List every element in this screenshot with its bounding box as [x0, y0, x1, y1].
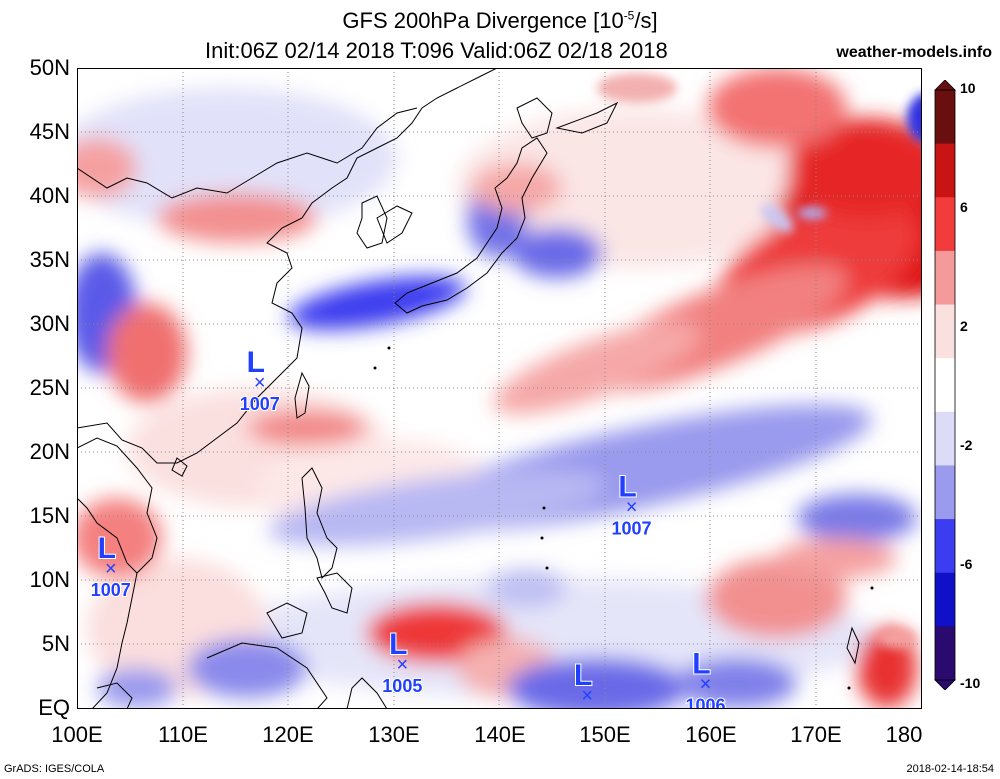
lat-label: 30N	[29, 311, 70, 336]
lat-label: EQ	[38, 695, 70, 720]
lon-label: 180	[885, 722, 923, 747]
colorbar-segment	[935, 411, 955, 466]
colorbar-label: 2	[960, 318, 968, 334]
site-label: weather-models.info	[836, 44, 992, 61]
low-pressure-value: 1007	[567, 707, 607, 709]
colorbar-segment	[935, 304, 955, 359]
low-center-x-icon: ×	[581, 685, 593, 707]
map-frame	[77, 68, 922, 709]
colorbar-segment	[935, 143, 955, 198]
lon-label: 130E	[368, 722, 420, 747]
footer-timestamp: 2018-02-14-18:54	[906, 763, 994, 775]
low-letter: L	[389, 628, 407, 661]
colorbar-label: 6	[960, 199, 968, 215]
divergence-field	[77, 68, 922, 709]
lon-label: 150E	[579, 722, 631, 747]
colorbar-segment	[935, 465, 955, 520]
low-center-x-icon: ×	[396, 654, 408, 676]
low-pressure-center: L×1005	[381, 627, 423, 697]
lon-label: 140E	[474, 722, 526, 747]
low-pressure-value: 1006	[685, 695, 725, 709]
colorbar-segment	[935, 358, 955, 413]
low-pressure-center: L×1007	[239, 345, 281, 415]
low-center-x-icon: ×	[254, 372, 266, 394]
low-letter: L	[247, 346, 265, 379]
lat-label: 20N	[29, 439, 70, 464]
coastlines	[77, 68, 860, 709]
lon-label: 120E	[262, 722, 314, 747]
low-letter: L	[692, 647, 710, 680]
lat-label: 5N	[41, 631, 70, 656]
lat-label: 40N	[29, 183, 70, 208]
low-pressure-value: 1005	[382, 676, 422, 696]
low-pressure-center: L×1007	[566, 658, 608, 709]
low-pressure-value: 1007	[91, 580, 131, 600]
low-letter: L	[618, 470, 636, 503]
lat-label: 35N	[29, 247, 70, 272]
lon-label: 170E	[790, 722, 842, 747]
colorbar-bottom-arrow	[934, 679, 956, 690]
colorbar-segment	[935, 250, 955, 306]
low-center-x-icon: ×	[700, 673, 712, 695]
colorbar-segment	[935, 572, 955, 627]
colorbar-label: -6	[960, 556, 973, 572]
low-pressure-center: L×1007	[90, 531, 132, 601]
colorbar-segment	[935, 626, 955, 681]
title-prefix: GFS 200hPa Divergence [10	[342, 8, 624, 33]
low-pressure-value: 1007	[612, 518, 652, 538]
colorbar-segment	[935, 90, 955, 145]
colorbar-label: 10	[960, 80, 976, 96]
divergence-detail	[597, 73, 922, 648]
lon-label: 110E	[158, 722, 208, 747]
footer-credit: GrADS: IGES/COLA	[4, 763, 105, 775]
lon-label: 160E	[685, 722, 737, 747]
run-info: Init:06Z 02/14 2018 T:096 Valid:06Z 02/1…	[205, 38, 668, 63]
colorbar-label: -2	[960, 437, 973, 453]
lat-label: 50N	[29, 55, 70, 80]
low-letter: L	[574, 659, 592, 692]
lat-label: 10N	[29, 567, 70, 592]
colorbar	[934, 80, 956, 690]
lat-label: 25N	[29, 375, 70, 400]
lon-label: 100E	[51, 722, 103, 747]
colorbar-top-arrow	[934, 80, 956, 91]
lat-label: 15N	[29, 503, 70, 528]
colorbar-segment	[935, 519, 955, 574]
colorbar-segment	[935, 197, 955, 252]
map-grid	[77, 68, 922, 709]
low-center-x-icon: ×	[105, 558, 117, 580]
low-pressure-center: L×1006	[684, 646, 726, 709]
low-center-x-icon: ×	[626, 496, 638, 518]
title-suffix: /s]	[634, 8, 658, 33]
title-exponent: -5	[623, 8, 635, 23]
low-pressure-center: L×1007	[611, 469, 653, 539]
colorbar-label: -10	[960, 675, 981, 691]
island-dots	[373, 346, 874, 690]
low-letter: L	[98, 532, 116, 565]
low-pressure-value: 1007	[240, 394, 280, 414]
lat-label: 45N	[29, 119, 70, 144]
map-title: GFS 200hPa Divergence [10-5/s]	[0, 8, 1000, 34]
